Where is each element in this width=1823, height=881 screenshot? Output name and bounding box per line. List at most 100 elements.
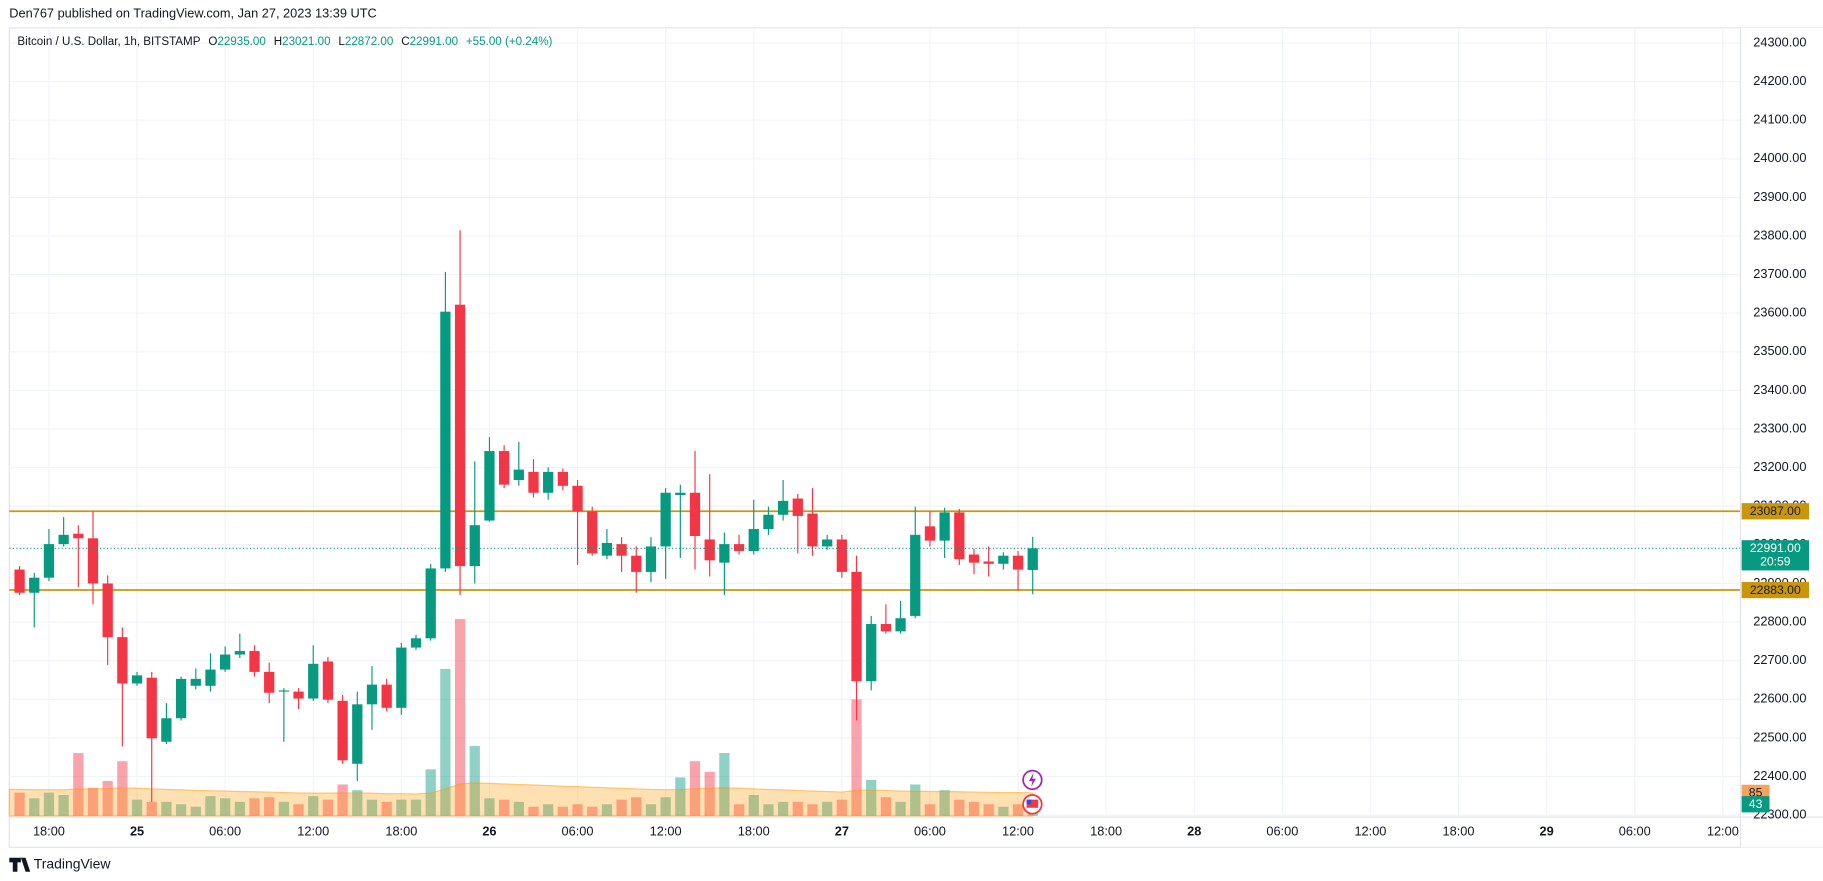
x-tick-label: 06:00: [1266, 824, 1298, 839]
volume-bar: [440, 669, 451, 816]
volume-bar: [484, 798, 495, 816]
candle-body: [660, 492, 671, 547]
candle-body: [454, 304, 466, 567]
candle-body: [572, 485, 583, 512]
candle-body: [366, 684, 378, 705]
candle-body: [822, 539, 833, 547]
legend-value: 23021.00: [282, 35, 330, 48]
volume-bar: [146, 801, 157, 816]
candle-body: [792, 498, 803, 516]
candle-body: [631, 555, 642, 572]
y-tick-label: 22800.00: [1753, 613, 1806, 628]
volume-bar: [278, 801, 290, 816]
legend-key: H: [274, 35, 282, 48]
candle-body: [117, 637, 128, 684]
y-tick-label: 24100.00: [1753, 112, 1806, 127]
volume-bar: [968, 801, 980, 816]
candle-body: [719, 544, 730, 563]
volume-bar: [190, 806, 201, 816]
volume-bar: [14, 792, 25, 816]
volume-bar: [293, 804, 304, 816]
volume-ma-area: [8, 782, 1034, 817]
x-tick-label: 06:00: [209, 824, 241, 839]
candle-body: [381, 684, 392, 708]
volume-bar: [983, 804, 994, 816]
candle-body: [895, 618, 906, 632]
volume-bar: [396, 799, 407, 816]
volume-bar: [631, 797, 642, 816]
volume-label-bg: [1741, 796, 1770, 813]
volume-bar: [58, 795, 69, 816]
y-tick-label: 22500.00: [1753, 729, 1806, 744]
candle-body: [763, 514, 774, 530]
publish-note: Den767 published on TradingView.com, Jan…: [9, 5, 376, 20]
candle-body: [954, 512, 965, 560]
volume-bar: [264, 797, 275, 816]
volume-bar: [880, 797, 892, 816]
legend-key: O: [208, 35, 217, 48]
y-tick-label: 24200.00: [1753, 73, 1806, 88]
volume-bar: [352, 790, 363, 816]
candle-body: [543, 471, 554, 493]
x-tick-label: 06:00: [914, 824, 946, 839]
candle-body: [807, 513, 818, 547]
candle-body: [102, 583, 113, 638]
candle-body: [587, 511, 598, 554]
y-tick-label: 23500.00: [1753, 343, 1806, 358]
volume-bar: [543, 804, 554, 816]
x-tick-label: 18:00: [33, 824, 65, 839]
x-tick-label: 27: [835, 824, 849, 839]
volume-bar: [704, 771, 715, 816]
candle-body: [645, 546, 657, 572]
x-tick-label: 25: [130, 824, 144, 839]
candle-body: [733, 544, 745, 552]
candle-body: [998, 555, 1009, 564]
legend-change: +55.00 (+0.24%): [466, 35, 553, 48]
volume-bar: [645, 804, 657, 816]
volume-bar: [498, 799, 510, 816]
axes: 22300.0022400.0022500.0022600.0022700.00…: [33, 34, 1807, 838]
candle-body: [748, 529, 759, 552]
x-tick-label: 12:00: [1707, 824, 1739, 839]
last-price-label: 22991.00: [1750, 541, 1801, 555]
y-tick-label: 22700.00: [1753, 652, 1806, 667]
candle-body: [1012, 555, 1024, 570]
volume-bar: [763, 804, 774, 816]
volume-bar: [87, 788, 99, 816]
legend-value: 22872.00: [345, 35, 393, 48]
candle-body: [557, 471, 568, 486]
volume-bar: [102, 780, 113, 816]
candle-body: [190, 678, 201, 686]
candle-body: [73, 533, 84, 539]
candle-body: [352, 704, 363, 764]
candle-body: [983, 561, 994, 564]
x-tick-label: 12:00: [1354, 824, 1386, 839]
candle-body: [880, 624, 892, 632]
volume-bar: [29, 798, 40, 816]
volume-bar: [513, 801, 524, 816]
x-tick-label: 29: [1540, 824, 1554, 839]
volume-bar: [73, 753, 84, 816]
footer-logo: [9, 857, 31, 872]
volume-bar: [175, 804, 187, 816]
x-tick-label: 12:00: [297, 824, 329, 839]
candle-body: [616, 544, 627, 556]
candle-body: [469, 525, 480, 567]
volume-bar: [910, 784, 921, 816]
legend-value: 22935.00: [217, 35, 265, 48]
volume-bar: [161, 801, 172, 816]
candle-body: [161, 718, 172, 742]
legend-key: C: [401, 35, 409, 48]
volume-bar: [954, 799, 965, 816]
volume-bar: [719, 753, 730, 816]
candle-body: [851, 571, 862, 682]
volume-bar: [1012, 804, 1024, 816]
chart-frame: [8, 27, 1823, 848]
volume-bar: [410, 799, 422, 816]
x-tick-label: 26: [482, 824, 496, 839]
volume-bar: [43, 792, 55, 816]
volume-bar: [572, 804, 583, 816]
volume-bar: [557, 806, 568, 816]
